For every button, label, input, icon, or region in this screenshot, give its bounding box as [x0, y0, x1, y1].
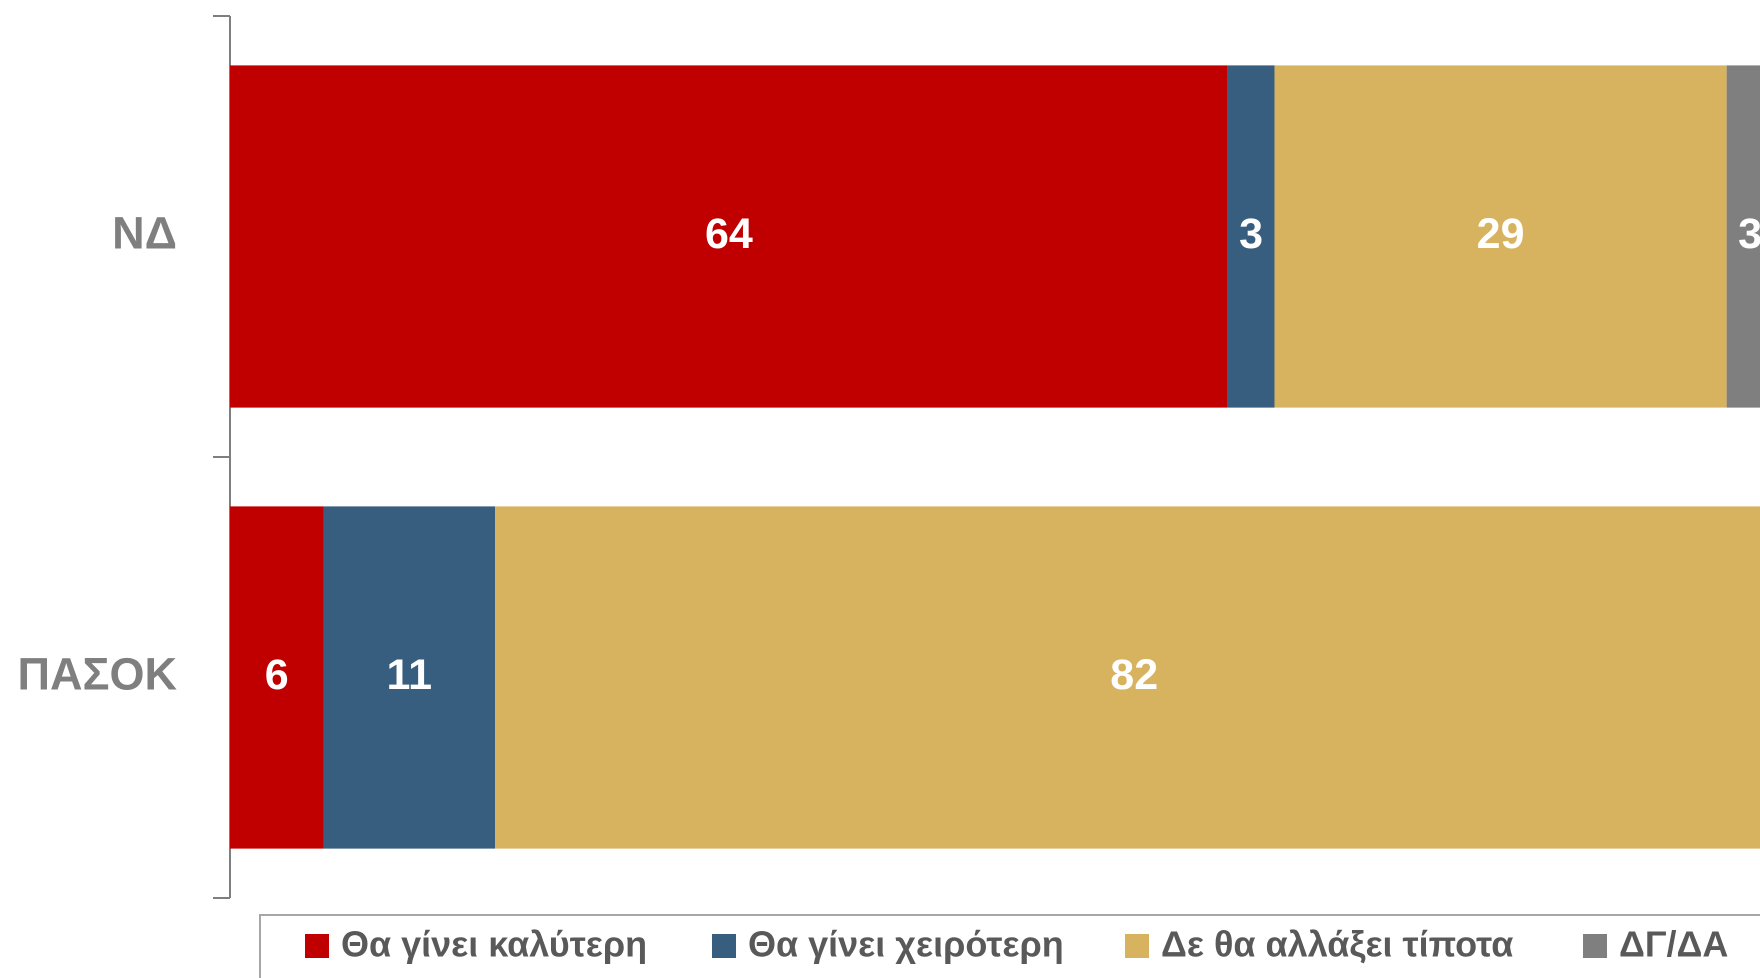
legend-label: Δε θα αλλάξει τίποτα	[1161, 924, 1513, 965]
legend-box	[259, 914, 1760, 978]
data-label: 82	[1110, 651, 1158, 699]
data-label: 11	[387, 651, 432, 699]
legend-label: Θα γίνει χειρότερη	[748, 924, 1064, 965]
legend-label: ΔΓ/ΔΑ	[1619, 924, 1728, 965]
data-label: 3	[1239, 210, 1263, 258]
legend-label: Θα γίνει καλύτερη	[341, 924, 647, 965]
data-label: 29	[1477, 210, 1525, 258]
legend-swatch	[305, 934, 329, 958]
bar-segment	[323, 506, 496, 849]
bar-segment	[230, 506, 324, 849]
legend-swatch	[1125, 934, 1149, 958]
data-label: 64	[705, 210, 753, 258]
data-label: 6	[265, 651, 289, 699]
legend-swatch	[712, 934, 736, 958]
legend-swatch	[1583, 934, 1607, 958]
bar-segment	[495, 506, 1760, 849]
category-label: ΝΔ	[112, 207, 177, 258]
data-label: 3	[1738, 210, 1760, 258]
bar-segment	[1726, 65, 1760, 408]
category-label: ΠΑΣΟΚ	[18, 648, 178, 699]
bar-segment	[1227, 65, 1275, 408]
bar-segment	[230, 65, 1228, 408]
bar-segment	[1274, 65, 1727, 408]
